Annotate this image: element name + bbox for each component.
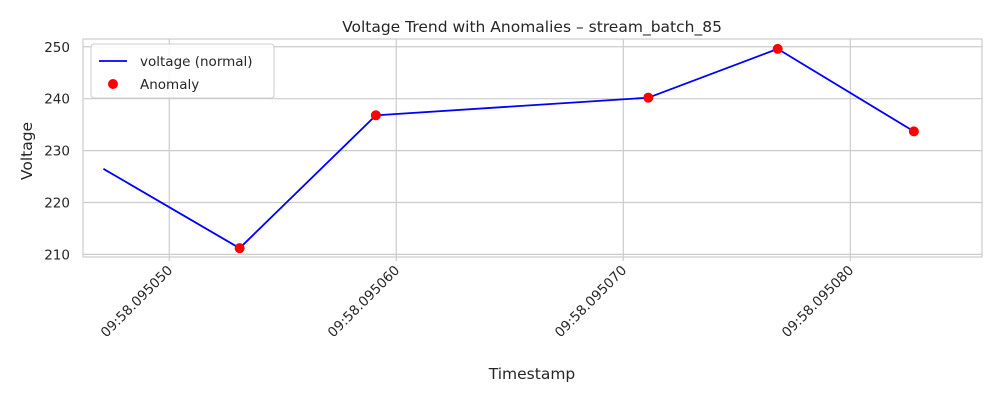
y-axis-label: Voltage	[18, 122, 36, 180]
y-tick-label: 250	[44, 40, 70, 56]
series-line-voltage-normal	[102, 48, 915, 250]
legend: voltage (normal) Anomaly	[90, 43, 275, 99]
anomaly-point	[643, 92, 654, 103]
legend-label-anomaly: Anomaly	[140, 77, 199, 93]
y-tick-label: 210	[44, 247, 70, 263]
anomaly-point	[234, 243, 245, 254]
legend-label-normal: voltage (normal)	[140, 54, 253, 70]
legend-swatch-marker	[108, 79, 118, 89]
y-tick-label: 220	[44, 196, 70, 212]
legend-box	[90, 43, 275, 99]
chart-marks	[102, 43, 919, 254]
chart-title: Voltage Trend with Anomalies – stream_ba…	[342, 18, 722, 37]
anomaly-point	[908, 126, 919, 137]
x-axis-label: Timestamp	[488, 365, 576, 383]
anomaly-point	[370, 110, 381, 121]
y-tick-label: 230	[44, 144, 70, 160]
grid	[83, 39, 982, 261]
y-tick-label: 240	[44, 92, 70, 108]
plot-frame	[82, 38, 983, 258]
anomaly-point	[772, 43, 783, 54]
